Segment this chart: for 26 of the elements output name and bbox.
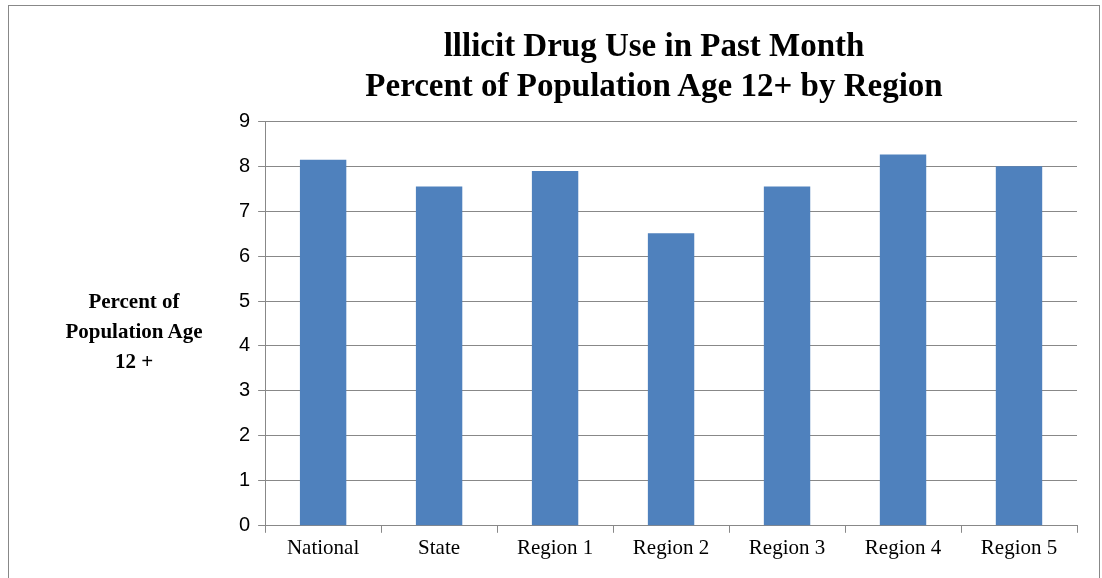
- bar: [647, 233, 695, 526]
- bar: [531, 171, 579, 526]
- y-tick-label: 8: [239, 153, 251, 176]
- x-tick-label: Region 1: [516, 534, 594, 559]
- chart-title: lllicit Drug Use in Past Month Percent of Population Age 12+ by Region: [365, 27, 943, 103]
- y-tick-label: 5: [239, 288, 251, 311]
- y-tick-label: 7: [239, 198, 251, 221]
- y-axis-title: Percent of Population Age 12 +: [64, 288, 204, 375]
- bar: [995, 166, 1043, 526]
- y-tick-label: 3: [239, 378, 251, 401]
- x-tick-label: National: [286, 534, 360, 559]
- bar: [879, 154, 927, 526]
- x-tick-label: State: [418, 534, 461, 559]
- y-tick-label: 9: [239, 108, 251, 131]
- y-tick-label: 2: [239, 423, 251, 446]
- bar: [415, 186, 463, 526]
- y-tick-label: 6: [239, 243, 251, 266]
- bar: [299, 159, 347, 526]
- y-tick-label: 0: [239, 513, 251, 536]
- x-tick-label: Region 4: [864, 534, 942, 559]
- x-tick-label: Region 3: [748, 534, 826, 559]
- bar: [763, 186, 811, 526]
- y-tick-label: 1: [239, 468, 251, 491]
- x-tick-label: Region 2: [632, 534, 710, 559]
- y-tick-label: 4: [239, 333, 251, 356]
- x-tick-label: Region 5: [980, 534, 1058, 559]
